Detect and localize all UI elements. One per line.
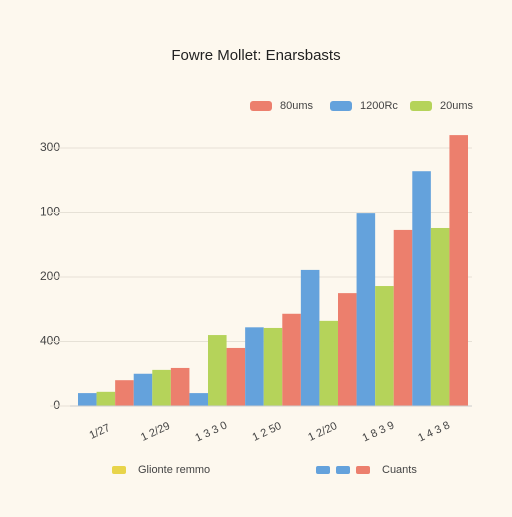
legend-label: 80ums (280, 100, 314, 112)
legend-label: Cuants (382, 464, 417, 476)
legend-swatch (316, 466, 330, 474)
bar (393, 229, 413, 406)
bar (263, 327, 283, 406)
bar (170, 367, 190, 406)
chart-title: Fowre Mollet: Enarsbasts (171, 47, 340, 64)
bar (375, 286, 394, 406)
y-tick-label: 0 (53, 398, 60, 412)
bar (189, 393, 208, 406)
legend-swatch (356, 466, 370, 474)
legend-swatch (330, 101, 352, 111)
bar (319, 320, 338, 406)
bar (356, 213, 376, 406)
bar (300, 269, 320, 406)
bar (96, 391, 116, 406)
bar (245, 327, 264, 406)
legend-label: 1200Rc (360, 100, 398, 112)
bar (338, 293, 357, 406)
legend-label: 20ums (440, 100, 474, 112)
bar (208, 335, 227, 406)
legend-swatch (336, 466, 350, 474)
bar (449, 135, 468, 406)
bar (78, 393, 97, 406)
legend-swatch (112, 466, 126, 474)
legend-label: Glionte remmo (138, 464, 210, 476)
bar (430, 227, 450, 406)
y-tick-label: 300 (40, 140, 60, 154)
bar (152, 369, 171, 406)
bar (282, 313, 301, 406)
y-tick-label: 100 (40, 205, 60, 219)
legend-swatch (410, 101, 432, 111)
bar (115, 380, 134, 406)
y-tick-label: 400 (40, 334, 60, 348)
bar (412, 171, 431, 406)
bar (133, 373, 153, 406)
bar (226, 347, 246, 406)
legend-swatch (250, 101, 272, 111)
y-tick-label: 200 (40, 269, 60, 283)
